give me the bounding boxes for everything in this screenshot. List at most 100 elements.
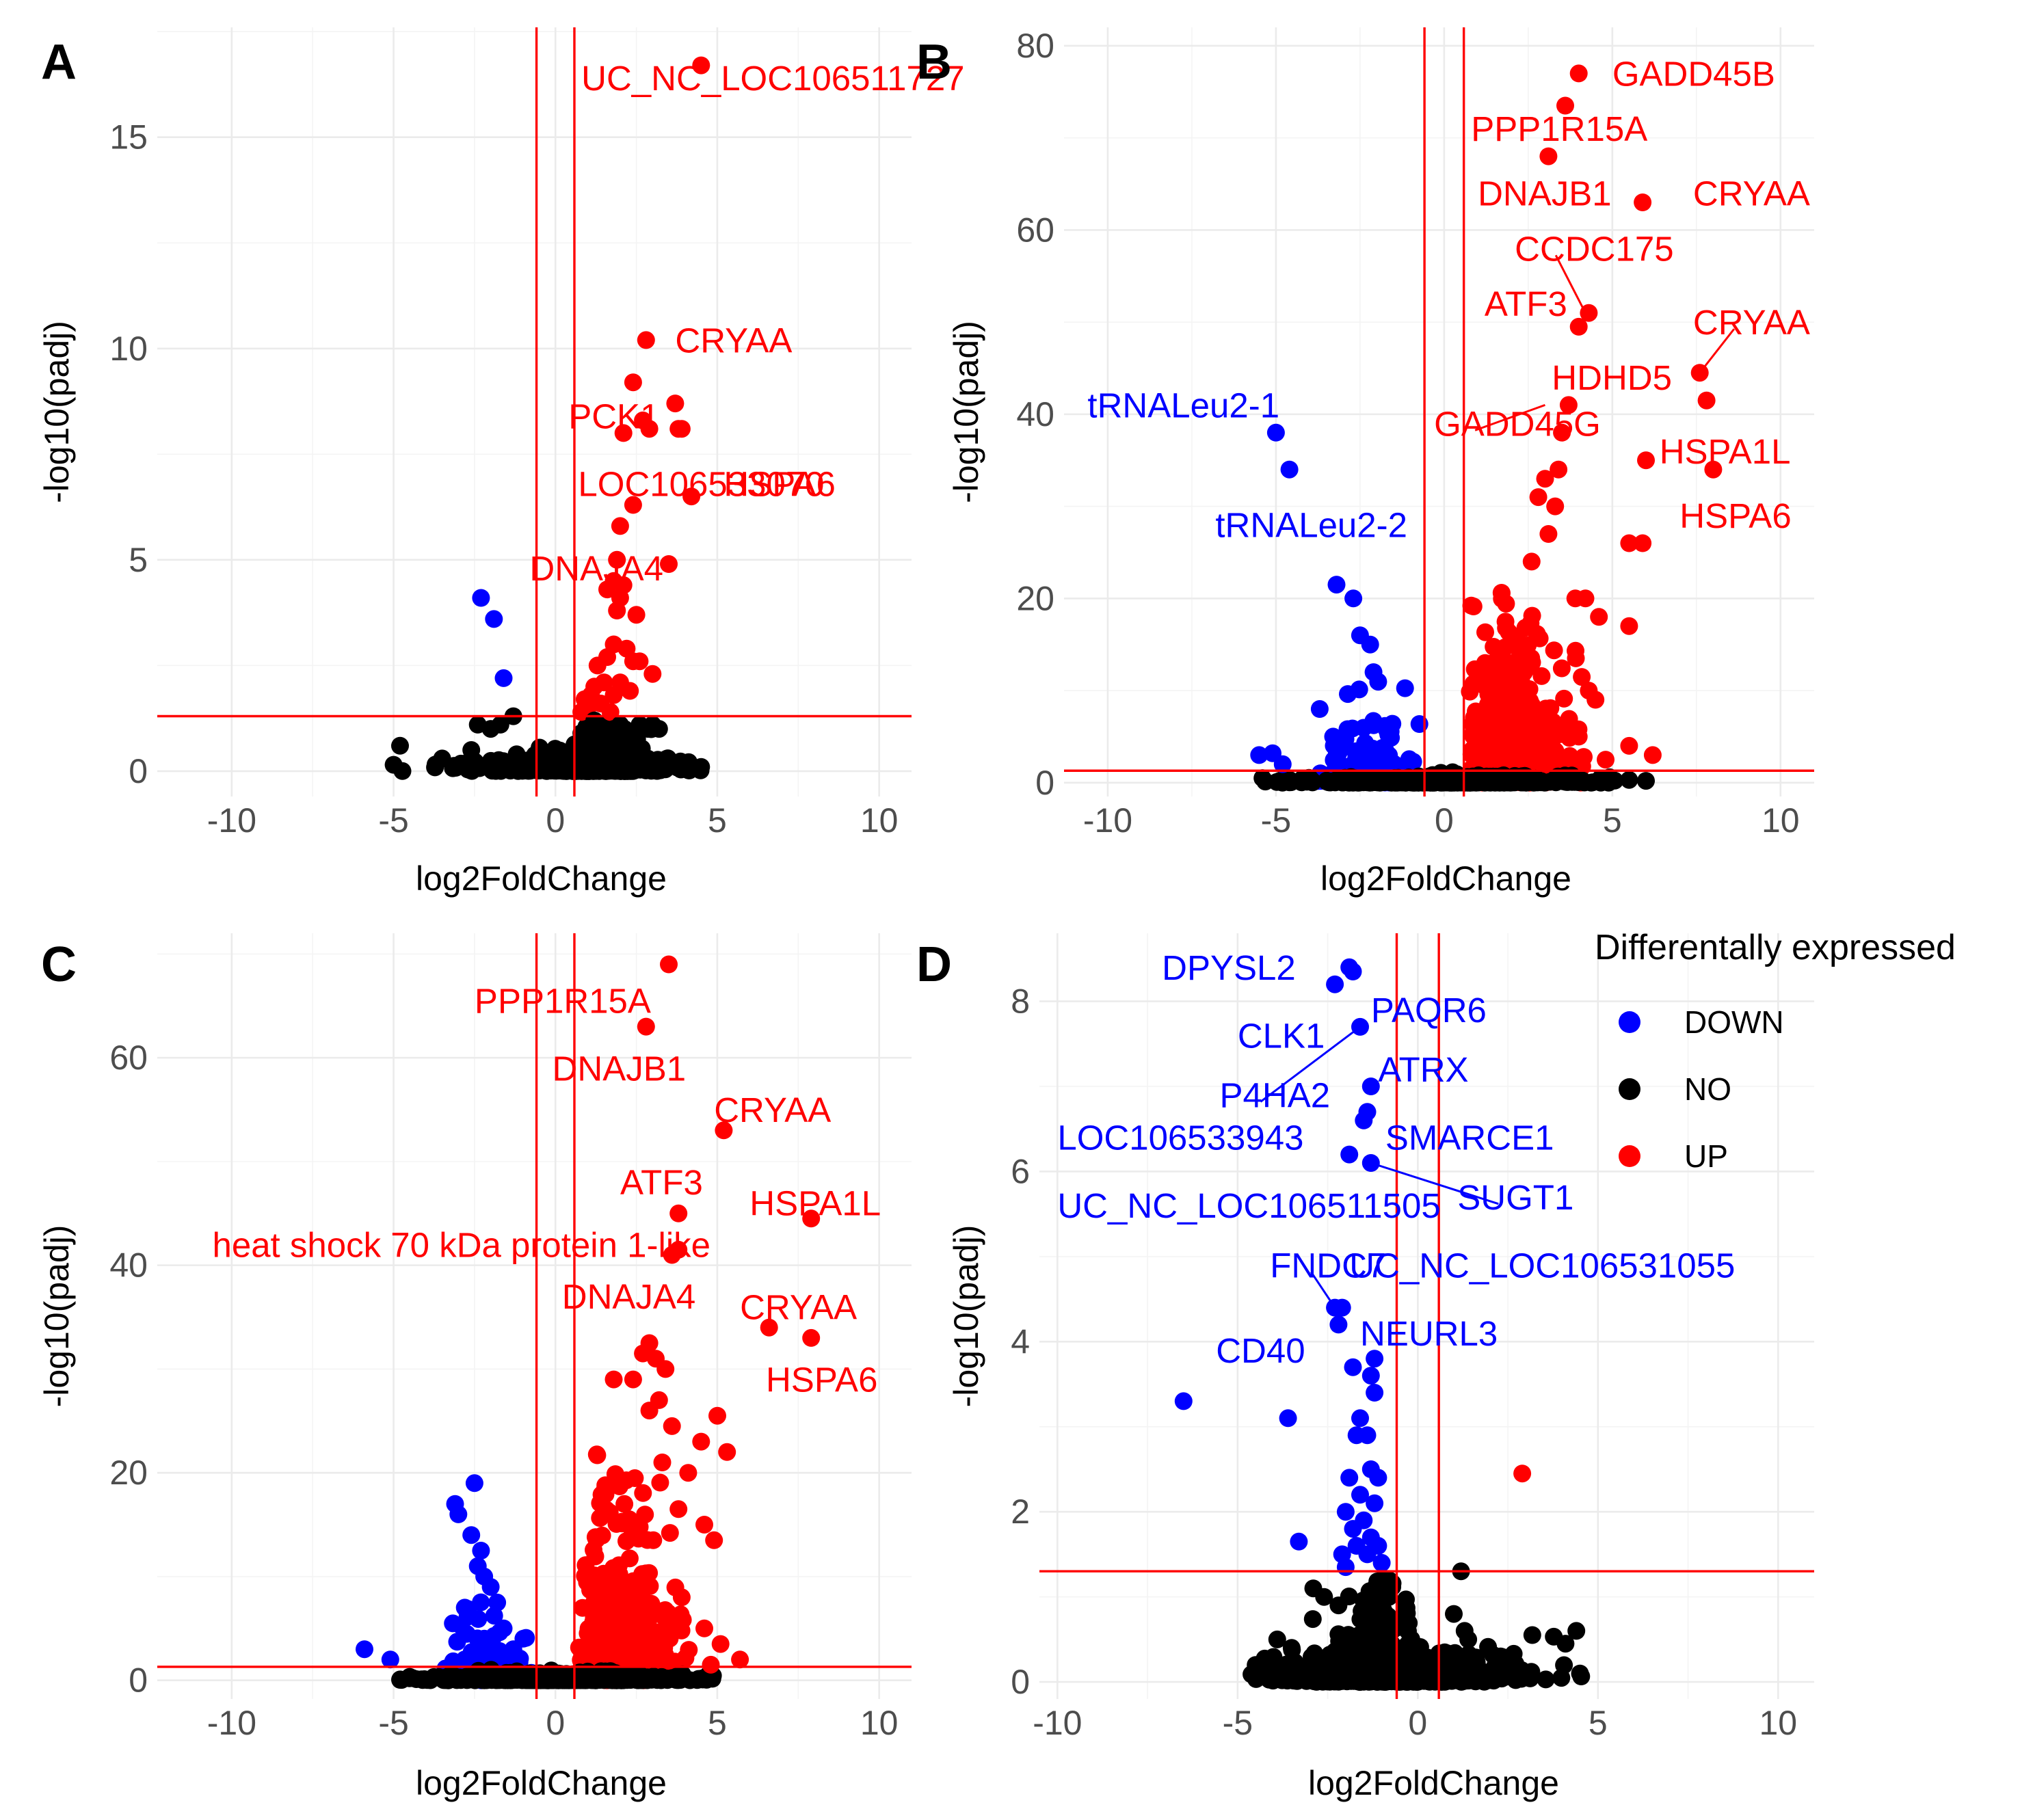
- point-no: [1523, 1626, 1541, 1644]
- y-tick-label: 60: [109, 1039, 148, 1077]
- y-tick-label: 15: [109, 118, 148, 157]
- point-up: [1590, 608, 1608, 626]
- point-no: [1565, 773, 1584, 791]
- x-axis-title: log2FoldChange: [416, 859, 667, 898]
- point-no: [572, 724, 591, 742]
- point-down: [1329, 1315, 1348, 1334]
- x-tick-label: 10: [1759, 1704, 1797, 1742]
- point-no: [1556, 1635, 1575, 1653]
- panel-letter: D: [916, 937, 952, 992]
- point-no: [1282, 1639, 1301, 1657]
- x-tick-label: 10: [860, 801, 899, 840]
- y-tick-label: 20: [1016, 579, 1054, 617]
- y-tick-label: 60: [1016, 211, 1054, 249]
- point-up: [669, 1500, 688, 1518]
- point-down: [485, 610, 503, 628]
- point-up: [1575, 748, 1593, 766]
- point-no: [1497, 1668, 1515, 1686]
- gene-label: HSPA6: [766, 1361, 877, 1400]
- x-tick-label: -5: [1261, 801, 1291, 840]
- point-up: [692, 56, 710, 75]
- point-up: [666, 394, 685, 413]
- point-up: [695, 1516, 713, 1534]
- point-up: [1478, 695, 1497, 714]
- point-up: [634, 1484, 652, 1502]
- x-tick-label: 5: [708, 801, 727, 840]
- y-tick-label: 80: [1016, 27, 1054, 65]
- point-up: [620, 1549, 639, 1568]
- gene-label: HDHD5: [1552, 358, 1672, 397]
- point-up: [575, 1645, 594, 1663]
- point-down: [1326, 975, 1344, 993]
- point-up: [1704, 460, 1723, 479]
- x-axis-title: log2FoldChange: [416, 1764, 667, 1802]
- legend-key-down: [1619, 1011, 1640, 1033]
- point-up: [661, 1524, 679, 1542]
- y-tick-label: 0: [1011, 1663, 1030, 1701]
- point-no: [533, 1669, 552, 1687]
- y-axis-title: -log10(padj): [947, 1225, 985, 1408]
- point-up: [1536, 470, 1554, 488]
- point-up: [705, 1531, 723, 1549]
- point-down: [381, 1650, 399, 1669]
- point-no: [630, 715, 649, 734]
- point-no: [507, 745, 526, 764]
- point-no: [1567, 1622, 1586, 1640]
- point-down: [1324, 727, 1342, 746]
- point-down: [1358, 1545, 1377, 1564]
- point-up: [1464, 598, 1483, 615]
- point-up: [1492, 656, 1511, 674]
- point-down: [1361, 1367, 1380, 1385]
- point-down: [504, 1640, 522, 1659]
- point-up: [660, 955, 678, 974]
- point-up: [1697, 391, 1716, 410]
- point-down: [494, 1619, 513, 1637]
- x-tick-label: -10: [1033, 1704, 1082, 1742]
- x-tick-label: 0: [546, 801, 565, 840]
- point-no: [440, 1669, 459, 1687]
- gene-label: SMARCE1: [1385, 1119, 1554, 1157]
- point-down: [472, 1542, 490, 1560]
- y-tick-label: 4: [1011, 1322, 1030, 1361]
- gene-label: CLK1: [1238, 1016, 1325, 1055]
- point-no: [1380, 1588, 1398, 1606]
- point-no: [1397, 1590, 1415, 1609]
- legend-title: Differentally expressed: [1595, 928, 1956, 967]
- gene-label: GADD45B: [1612, 54, 1775, 93]
- point-up: [660, 555, 678, 573]
- point-up: [760, 1318, 778, 1337]
- gene-label: PPP1R15A: [1471, 109, 1647, 148]
- point-no: [391, 736, 409, 755]
- point-down: [1290, 1532, 1308, 1551]
- point-up: [591, 1494, 609, 1512]
- point-no: [588, 758, 607, 776]
- point-up: [640, 420, 659, 438]
- point-up: [611, 517, 629, 535]
- point-no: [1339, 1626, 1357, 1644]
- point-down: [1347, 1426, 1366, 1445]
- point-up: [1634, 534, 1652, 552]
- point-no: [1303, 1610, 1322, 1629]
- gene-label: PCK1: [568, 397, 659, 436]
- label-leader-line: [1370, 1162, 1499, 1205]
- point-up: [640, 1402, 659, 1420]
- point-no: [1366, 1579, 1384, 1598]
- point-down: [1366, 1350, 1384, 1368]
- point-up: [619, 1595, 637, 1614]
- panel-letter: C: [41, 937, 77, 992]
- point-up: [1597, 751, 1615, 769]
- point-up: [1475, 715, 1493, 733]
- gene-label: HSPA1L: [749, 1184, 881, 1223]
- point-no: [638, 1671, 656, 1689]
- point-no: [1402, 1630, 1420, 1648]
- y-tick-label: 10: [109, 330, 148, 368]
- point-up: [607, 1515, 626, 1533]
- point-no: [1253, 769, 1272, 788]
- point-down: [1336, 1503, 1355, 1521]
- point-down: [462, 1526, 481, 1544]
- point-up: [1514, 656, 1532, 674]
- point-down: [1347, 749, 1366, 767]
- point-no: [578, 747, 596, 764]
- point-up: [648, 1637, 666, 1655]
- point-down: [1400, 750, 1418, 768]
